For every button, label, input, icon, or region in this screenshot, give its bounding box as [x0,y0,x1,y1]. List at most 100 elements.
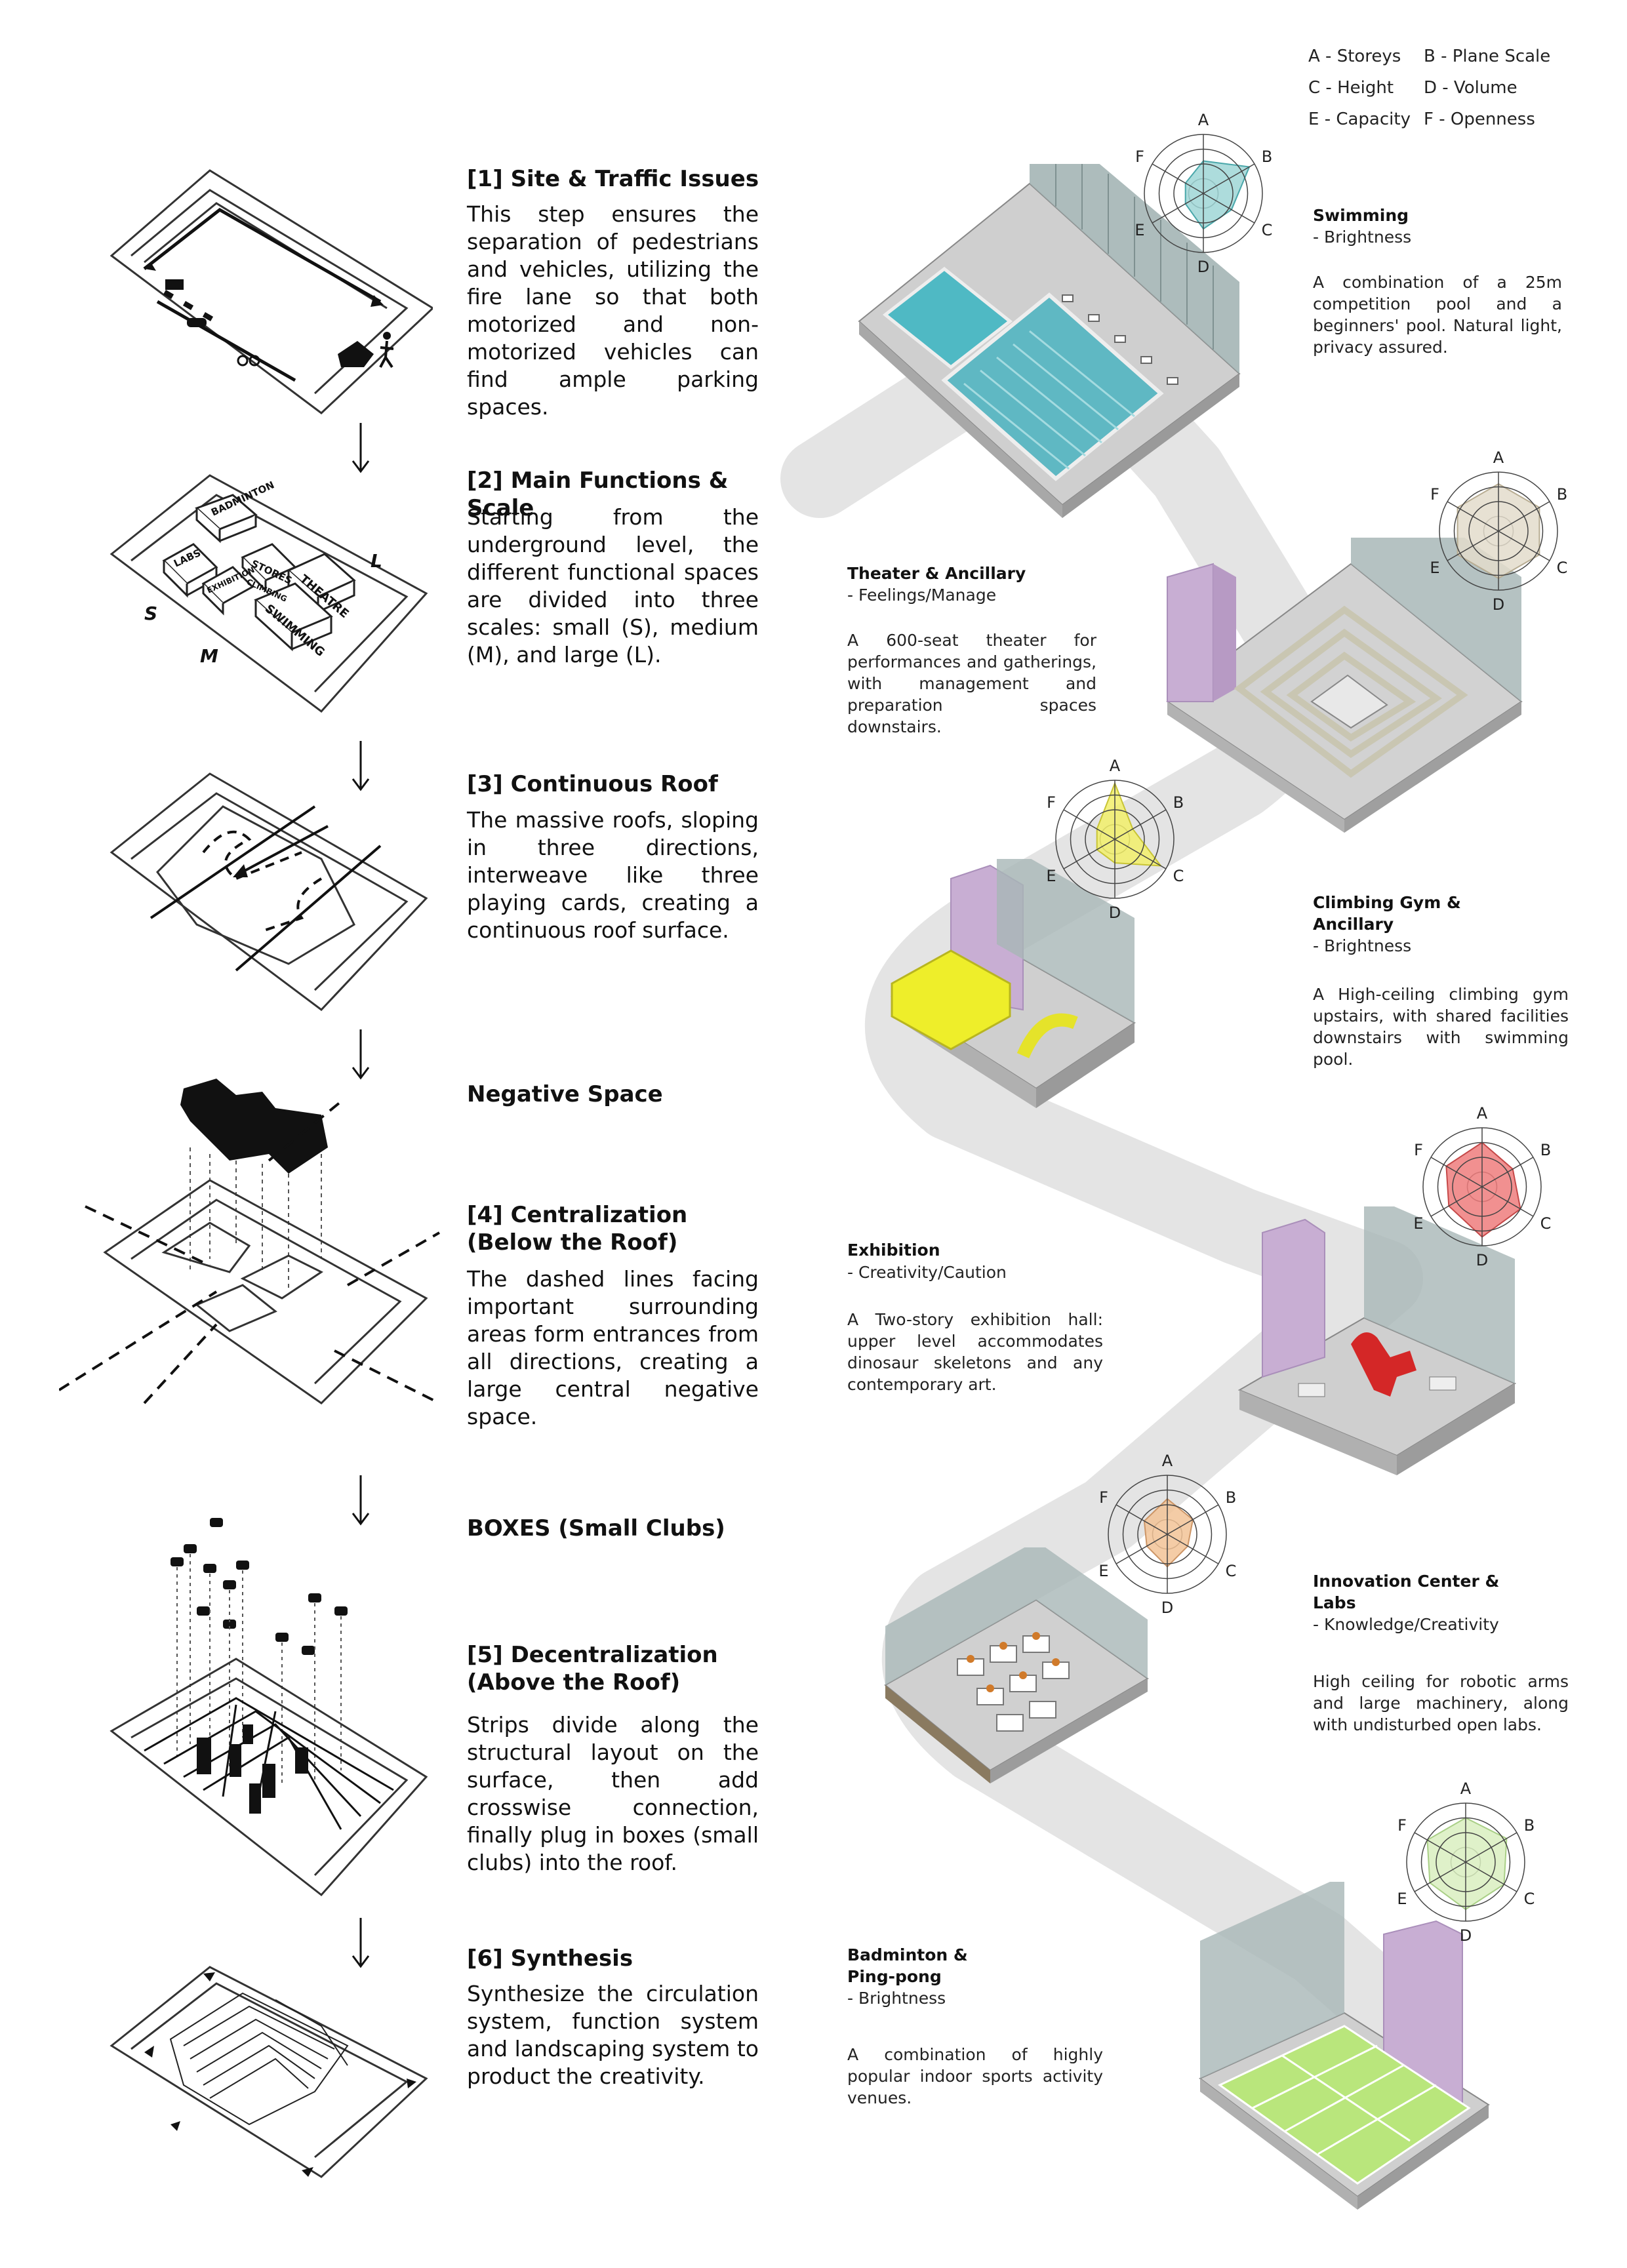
radar-axis [1414,1861,1466,1892]
boxes-title: BOXES (Small Clubs) [467,1515,725,1542]
legend-c: C - Height [1308,78,1394,98]
radar-axis [1203,193,1255,224]
radar-axis-label: F [1099,1488,1108,1507]
boxes-sketch [110,1518,428,1897]
radar-axis [1114,839,1167,869]
site-traffic-sketch [110,169,433,414]
down-arrow-icon [352,1029,370,1080]
radar-axis [1430,1186,1483,1217]
legend-e: E - Capacity [1308,109,1411,129]
radar-axis-label: E [1430,559,1439,577]
badminton-subtitle: - Brightness [847,1989,946,2008]
step-6-title: [6] Synthesis [467,1945,633,1972]
legend-a: A - Storeys [1308,47,1401,66]
down-arrow-icon [352,423,370,473]
radar-axis-label: F [1414,1141,1423,1159]
radar-theater: A B C D E F [1430,448,1568,614]
continuous-roof-sketch [110,772,428,1012]
step-6-body: Synthesize the circulation system, funct… [467,1981,759,2089]
radar-axis [1167,1504,1219,1535]
swimming-building [858,164,1241,518]
step-4-body: The dashed lines facing important surrou… [467,1266,759,1429]
step-2-body: Starting from the underground level, the… [467,504,759,667]
badminton-title: Badminton & Ping-pong [847,1945,968,1986]
radar-axis-label: A [1162,1452,1173,1470]
radar-exhibition: A B C D E F [1413,1104,1551,1269]
swimming-subtitle: - Brightness [1313,228,1412,247]
radar-axis [1414,1832,1466,1863]
innovation-subtitle: - Knowledge/Creativity [1313,1615,1499,1634]
down-arrow-icon [352,1475,370,1526]
radar-axis-label: F [1397,1816,1407,1835]
radar-axis-label: D [1109,904,1121,922]
legend: A - Storeys B - Plane Scale C - Height D -… [1308,41,1584,135]
legend-d: D - Volume [1424,78,1517,98]
step-5-title: [5] Decentralization (Above the Roof) [467,1642,718,1696]
exhibition-subtitle: - Creativity/Caution [847,1263,1007,1282]
radar-axis-label: E [1098,1562,1108,1580]
radar-axis [1481,1157,1534,1187]
radar-area [1445,1142,1521,1238]
badminton-building [1199,1882,1490,2210]
radar-axis [1481,1186,1534,1217]
theater-desc: A 600-seat theater for performances and … [847,631,1096,736]
radar-axis-label: B [1524,1816,1535,1835]
radar-axis [1498,530,1550,561]
radar-axis [1498,501,1550,532]
innovation-building [884,1547,1149,1783]
radar-axis-label: D [1161,1599,1173,1617]
radar-axis-label: B [1262,148,1272,166]
synthesis-sketch [110,1966,428,2178]
theater-title: Theater & Ancillary [847,564,1026,583]
badminton-desc: A combination of highly popular indoor s… [847,2045,1103,2107]
innovation-desc: High ceiling for robotic arms and large … [1313,1672,1569,1734]
radar-axis-label: D [1476,1251,1488,1269]
theater-building [1166,538,1523,833]
climbing-subtitle: - Brightness [1313,936,1412,955]
innovation-title: Innovation Center & Labs [1313,1572,1500,1612]
theater-subtitle: - Feelings/Manage [847,586,997,605]
radar-axis-label: F [1430,485,1439,504]
radar-axis-label: B [1540,1141,1551,1159]
radar-axis-label: C [1557,559,1568,577]
climbing-title: Climbing Gym & Ancillary [1313,893,1461,934]
radar-axis [1114,809,1167,840]
down-arrow-icon [352,1918,370,1968]
radar-axis-label: F [1047,793,1056,812]
radar-axis-label: B [1173,793,1184,812]
radar-axis-label: E [1135,221,1144,239]
radar-axis [1115,1534,1168,1564]
swimming-desc: A combination of a 25m competition pool … [1313,273,1562,357]
radar-swimming: A B C D E F [1135,111,1273,276]
swimming-title: Swimming [1313,206,1409,225]
label-l: L [371,550,382,572]
step-5-body: Strips divide along the structural layou… [467,1712,759,1875]
label-m: M [200,645,218,667]
step-4-title: [4] Centralization (Below the Roof) [467,1202,688,1256]
radar-axis-label: D [1197,258,1209,276]
climbing-desc: A High-ceiling climbing gym upstairs, wi… [1313,985,1569,1069]
functions-sketch: BADMINTON LABS EXHIBITION STORES CLIMBIN… [110,474,428,713]
radar-axis-label: D [1460,1926,1472,1945]
radar-axis-label: E [1397,1890,1407,1908]
exhibition-title: Exhibition [847,1241,940,1260]
exhibition-desc: A Two-story exhibition hall: upper level… [847,1310,1103,1394]
radar-axis-label: C [1262,221,1273,239]
down-arrow-icon [352,741,370,791]
radar-axis [1115,1504,1168,1535]
label-s: S [144,603,157,624]
radar-axis-label: A [1493,448,1504,467]
step-1-title: [1] Site & Traffic Issues [467,166,759,192]
radar-axis [1152,163,1204,194]
radar-axis [1167,1534,1219,1564]
radar-axis-label: C [1226,1562,1237,1580]
radar-axis [1447,530,1499,561]
legend-f: F - Openness [1424,109,1535,129]
radar-axis [1465,1832,1517,1863]
radar-axis [1063,839,1115,869]
radar-axis [1063,809,1115,840]
radar-innovation: A B C D E F [1098,1452,1237,1617]
step-2-title: [2] Main Functions & Scale [467,468,729,521]
negative-space-title: Negative Space [467,1081,663,1107]
radar-axis-label: A [1198,111,1209,129]
